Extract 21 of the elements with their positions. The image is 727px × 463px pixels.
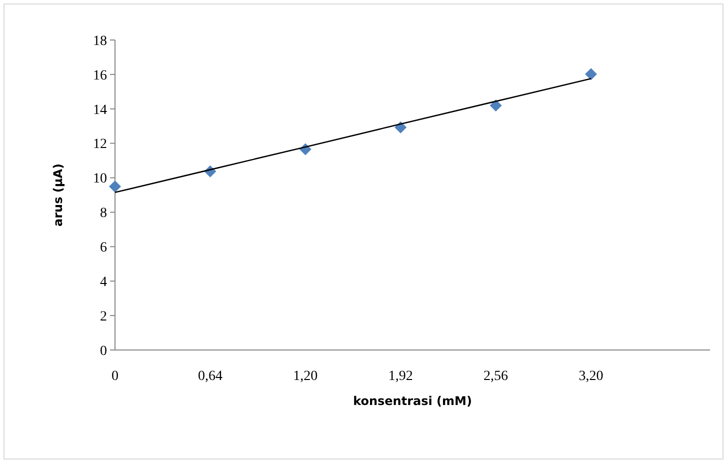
x-tick-label: 0,64 <box>198 369 222 384</box>
point <box>585 68 597 80</box>
y-tick-label: 18 <box>93 34 107 49</box>
y-axis-title: arus (µA) <box>51 164 65 226</box>
point <box>490 99 502 112</box>
x-tick-label: 1,92 <box>388 369 413 384</box>
y-tick-label: 2 <box>100 309 107 324</box>
x-tick-label: 2,56 <box>484 369 508 384</box>
y-tick-label: 6 <box>100 240 107 256</box>
point <box>109 180 121 193</box>
y-tick-label: 4 <box>100 275 107 290</box>
y-tick-label: 12 <box>93 137 107 152</box>
x-tick-label: 0 <box>112 369 118 384</box>
y-tick-label: 8 <box>100 206 107 222</box>
y-tick-label: 16 <box>93 68 107 84</box>
x-tick-label: 1,20 <box>293 369 318 384</box>
x-tick-label: 3,20 <box>578 369 604 384</box>
y-tick-label: 0 <box>100 344 107 359</box>
y-tick-label: 10 <box>93 172 107 187</box>
x-axis-title: konsentrasi (mM) <box>353 394 472 408</box>
y-tick-label: 14 <box>93 102 107 118</box>
